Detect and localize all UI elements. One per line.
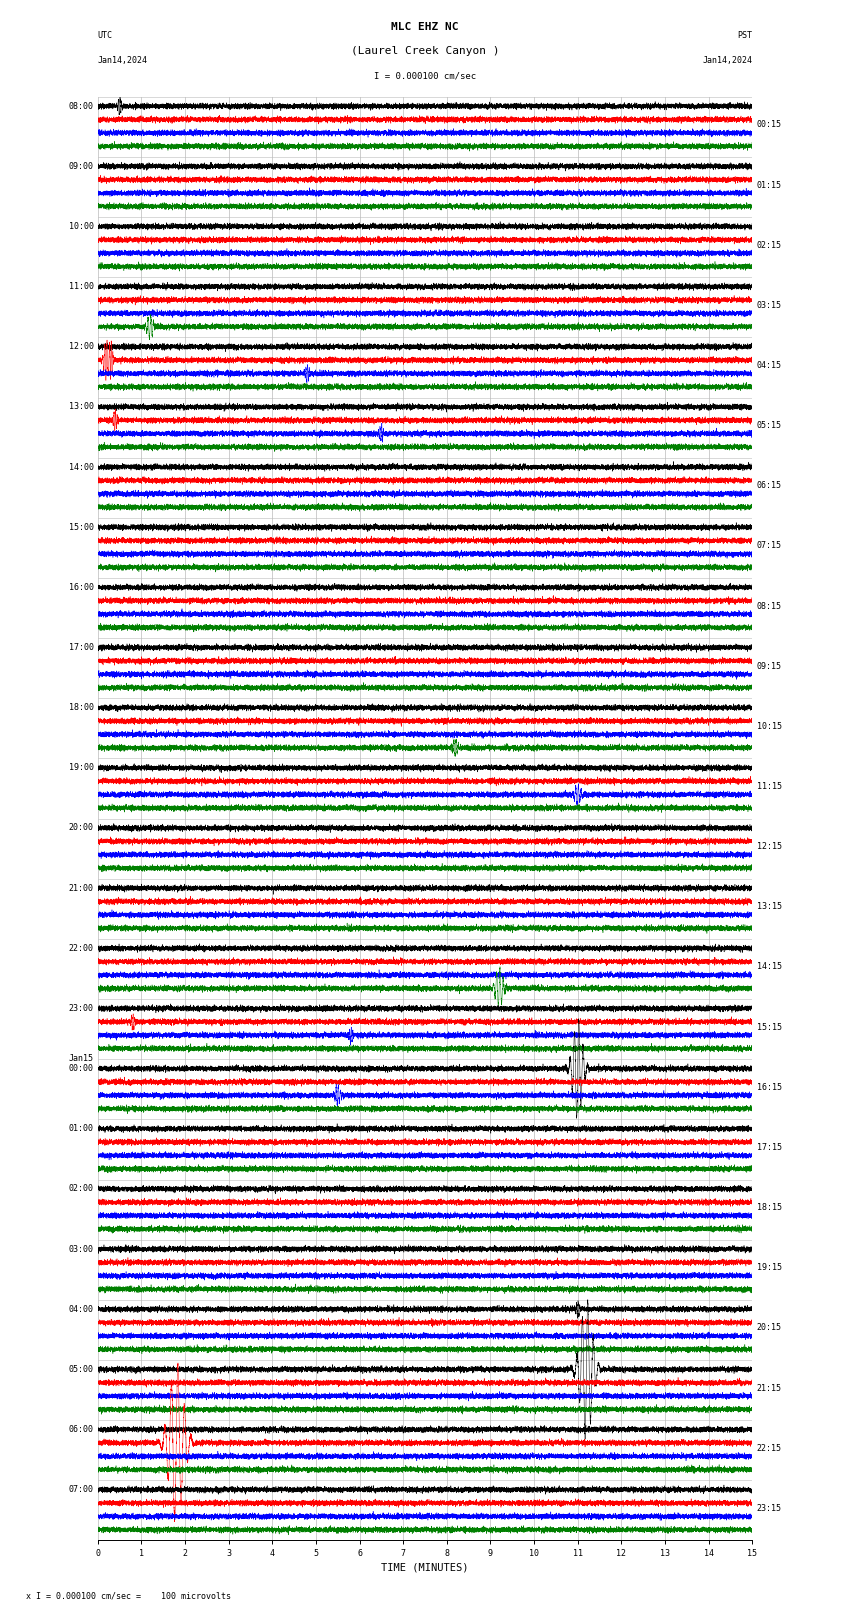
- Text: 10:15: 10:15: [756, 723, 781, 731]
- Text: 13:15: 13:15: [756, 902, 781, 911]
- Text: 08:00: 08:00: [69, 102, 94, 111]
- Text: 15:15: 15:15: [756, 1023, 781, 1032]
- Text: 05:00: 05:00: [69, 1365, 94, 1374]
- Text: MLC EHZ NC: MLC EHZ NC: [391, 23, 459, 32]
- Text: Jan14,2024: Jan14,2024: [98, 55, 148, 65]
- Text: 16:00: 16:00: [69, 582, 94, 592]
- Text: 09:15: 09:15: [756, 661, 781, 671]
- Text: 23:00: 23:00: [69, 1003, 94, 1013]
- Text: 04:15: 04:15: [756, 361, 781, 369]
- Text: 18:00: 18:00: [69, 703, 94, 713]
- Text: 06:15: 06:15: [756, 481, 781, 490]
- Text: 02:15: 02:15: [756, 240, 781, 250]
- Text: x I = 0.000100 cm/sec =    100 microvolts: x I = 0.000100 cm/sec = 100 microvolts: [26, 1590, 230, 1600]
- Text: 04:00: 04:00: [69, 1305, 94, 1313]
- Text: 01:00: 01:00: [69, 1124, 94, 1134]
- Text: Jan15: Jan15: [69, 1055, 94, 1063]
- Text: 22:15: 22:15: [756, 1444, 781, 1453]
- Text: 23:15: 23:15: [756, 1503, 781, 1513]
- Text: 19:00: 19:00: [69, 763, 94, 773]
- Text: UTC: UTC: [98, 31, 113, 40]
- Text: 11:15: 11:15: [756, 782, 781, 790]
- Text: 20:00: 20:00: [69, 824, 94, 832]
- Text: 16:15: 16:15: [756, 1082, 781, 1092]
- X-axis label: TIME (MINUTES): TIME (MINUTES): [382, 1563, 468, 1573]
- Text: 17:00: 17:00: [69, 644, 94, 652]
- Text: 17:15: 17:15: [756, 1144, 781, 1152]
- Text: I = 0.000100 cm/sec: I = 0.000100 cm/sec: [374, 71, 476, 81]
- Text: 22:00: 22:00: [69, 944, 94, 953]
- Text: 21:00: 21:00: [69, 884, 94, 892]
- Text: 14:15: 14:15: [756, 963, 781, 971]
- Text: 20:15: 20:15: [756, 1323, 781, 1332]
- Text: 12:00: 12:00: [69, 342, 94, 352]
- Text: 21:15: 21:15: [756, 1384, 781, 1392]
- Text: 14:00: 14:00: [69, 463, 94, 471]
- Text: 06:00: 06:00: [69, 1424, 94, 1434]
- Text: 07:00: 07:00: [69, 1486, 94, 1494]
- Text: 05:15: 05:15: [756, 421, 781, 431]
- Text: 00:15: 00:15: [756, 121, 781, 129]
- Text: 12:15: 12:15: [756, 842, 781, 852]
- Text: (Laurel Creek Canyon ): (Laurel Creek Canyon ): [351, 47, 499, 56]
- Text: 10:00: 10:00: [69, 223, 94, 231]
- Text: 03:00: 03:00: [69, 1245, 94, 1253]
- Text: 07:15: 07:15: [756, 542, 781, 550]
- Text: 00:00: 00:00: [69, 1065, 94, 1073]
- Text: 09:00: 09:00: [69, 161, 94, 171]
- Text: 15:00: 15:00: [69, 523, 94, 532]
- Text: Jan14,2024: Jan14,2024: [702, 55, 752, 65]
- Text: 03:15: 03:15: [756, 300, 781, 310]
- Text: 18:15: 18:15: [756, 1203, 781, 1211]
- Text: 19:15: 19:15: [756, 1263, 781, 1273]
- Text: 08:15: 08:15: [756, 602, 781, 611]
- Text: 02:00: 02:00: [69, 1184, 94, 1194]
- Text: PST: PST: [737, 31, 752, 40]
- Text: 01:15: 01:15: [756, 181, 781, 189]
- Text: 13:00: 13:00: [69, 402, 94, 411]
- Text: 11:00: 11:00: [69, 282, 94, 290]
